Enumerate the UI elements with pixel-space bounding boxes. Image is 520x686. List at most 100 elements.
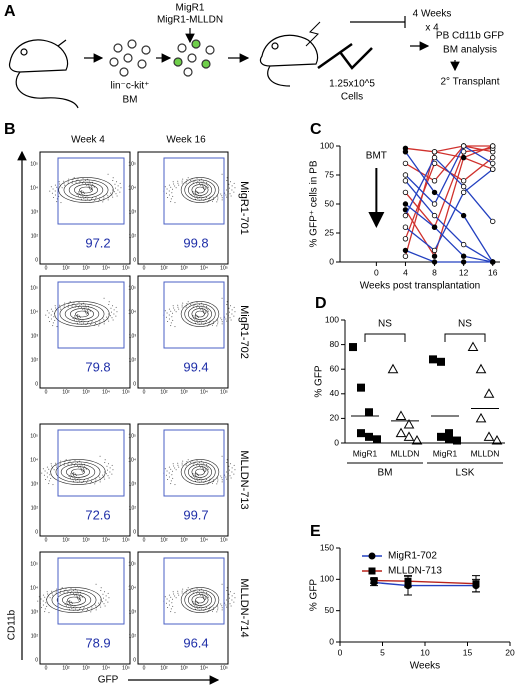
flow-event [168, 466, 170, 468]
category-label: MigR1 [433, 448, 458, 458]
flow-event [221, 199, 223, 201]
flow-event [49, 597, 51, 599]
flow-event [76, 193, 78, 195]
flow-contour [74, 184, 99, 196]
flow-event [73, 480, 75, 482]
flow-event [38, 596, 40, 598]
series-line [405, 203, 493, 263]
flow-event [59, 304, 61, 306]
flow-event [74, 464, 76, 466]
point [437, 357, 445, 366]
flow-event [79, 460, 81, 462]
flow-event [71, 182, 73, 184]
point [402, 149, 409, 155]
flow-tick: 10² [62, 665, 70, 671]
flow-event [168, 476, 170, 478]
y-tick-label: 150 [320, 542, 334, 552]
flow-event [46, 476, 48, 478]
flow-event [175, 311, 177, 313]
flow-event [230, 181, 232, 183]
label: B [4, 121, 16, 138]
point [431, 149, 438, 155]
flow-event [78, 195, 80, 197]
flow-event [207, 309, 209, 311]
flow-tick: 10⁵ [128, 161, 136, 167]
flow-event [116, 181, 118, 183]
flow-event [225, 599, 227, 601]
flow-gate [57, 281, 125, 349]
flow-tick: 10² [62, 537, 70, 543]
flow-event [225, 318, 227, 320]
flow-event [205, 310, 207, 312]
flow-event [207, 185, 209, 187]
flow-event [230, 591, 232, 593]
flow-event [201, 465, 203, 467]
flow-event [201, 307, 203, 309]
series-line [404, 156, 494, 222]
flow-event [221, 173, 223, 175]
flow-event [177, 306, 179, 308]
flow-event [76, 314, 78, 316]
flow-event [195, 192, 197, 194]
flow-contour [195, 310, 205, 318]
flow-event [67, 182, 69, 184]
flow-event [115, 193, 117, 195]
category-label: MigR1 [353, 448, 378, 458]
flow-event [111, 189, 113, 191]
point [402, 189, 409, 196]
flow-event [225, 313, 227, 315]
flow-event [65, 588, 67, 590]
y-tick-label: 20 [330, 413, 340, 423]
flow-event [182, 302, 184, 304]
gate-value: 78.9 [85, 635, 110, 650]
flow-event [82, 195, 84, 197]
flow-event [112, 180, 114, 182]
flow-event [164, 468, 166, 470]
flow-event [221, 477, 223, 479]
flow-event [217, 199, 219, 201]
y-tick-label: 100 [325, 314, 339, 324]
point [403, 431, 415, 441]
flow-contour [180, 177, 220, 203]
flow-event [112, 177, 114, 179]
flow-event [61, 587, 63, 589]
flow-event [74, 594, 76, 596]
flow-tick: 10⁴ [200, 389, 208, 395]
point [490, 259, 496, 265]
flow-event [81, 190, 83, 192]
flow-event [202, 468, 204, 470]
flow-event [68, 475, 70, 477]
flow-event [202, 596, 204, 598]
flow-event [58, 181, 60, 183]
flow-event [90, 611, 92, 613]
flow-event [194, 473, 196, 475]
flow-event [229, 317, 231, 319]
flow-event [72, 589, 74, 591]
flow-event [234, 597, 236, 599]
flow-event [200, 466, 202, 468]
flow-tick: 10² [160, 265, 168, 271]
flow-event [76, 590, 78, 592]
flow-event [75, 181, 77, 183]
flow-event [231, 471, 233, 473]
flow-event [226, 587, 228, 589]
flow-event [197, 602, 199, 604]
flow-event [200, 308, 202, 310]
flow-event [231, 467, 233, 469]
gate-value: 96.4 [183, 635, 208, 650]
flow-event [78, 315, 80, 317]
flow-contour [68, 181, 104, 199]
flow-tick: 10² [31, 357, 39, 363]
flow-tick: 10⁴ [30, 585, 38, 591]
flow-event [63, 464, 65, 466]
flow-event [102, 593, 104, 595]
flow-event [170, 596, 172, 598]
flow-event [216, 611, 218, 613]
flow-event [173, 183, 175, 185]
flow-event [103, 197, 105, 199]
flow-tick: 10² [62, 265, 70, 271]
point [467, 341, 479, 352]
flow-event [109, 467, 111, 469]
series-line [405, 249, 493, 263]
